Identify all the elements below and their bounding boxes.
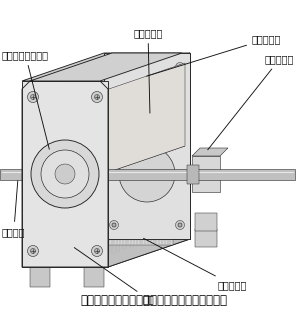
Text: ボールベアリング: ボールベアリング xyxy=(2,50,49,149)
Circle shape xyxy=(112,65,116,69)
Text: マグネット: マグネット xyxy=(147,34,282,76)
Polygon shape xyxy=(195,229,217,247)
Circle shape xyxy=(27,246,38,256)
Polygon shape xyxy=(28,165,40,183)
Polygon shape xyxy=(0,168,295,180)
Circle shape xyxy=(110,63,119,71)
Polygon shape xyxy=(192,156,220,192)
Circle shape xyxy=(95,94,99,100)
Polygon shape xyxy=(104,53,190,239)
Polygon shape xyxy=(108,53,190,267)
Circle shape xyxy=(178,65,182,69)
Text: ローター２: ローター２ xyxy=(208,54,294,150)
Text: モーター構造図：シャフトと平行方向の断面図: モーター構造図：シャフトと平行方向の断面図 xyxy=(80,294,228,308)
Polygon shape xyxy=(30,267,50,287)
Text: ローター１: ローター１ xyxy=(133,28,163,113)
Polygon shape xyxy=(187,165,199,183)
Polygon shape xyxy=(22,53,190,81)
Circle shape xyxy=(91,92,103,102)
Circle shape xyxy=(91,246,103,256)
Polygon shape xyxy=(36,146,185,174)
Polygon shape xyxy=(36,232,100,259)
Circle shape xyxy=(95,249,99,254)
Polygon shape xyxy=(84,267,104,287)
Polygon shape xyxy=(104,53,190,239)
Circle shape xyxy=(176,63,184,71)
Circle shape xyxy=(30,249,35,254)
Text: シャフト: シャフト xyxy=(2,181,26,237)
Polygon shape xyxy=(22,239,190,267)
Text: 巻線: 巻線 xyxy=(74,248,154,304)
Polygon shape xyxy=(22,81,108,267)
Circle shape xyxy=(41,150,89,198)
Polygon shape xyxy=(36,91,103,257)
Polygon shape xyxy=(195,213,217,231)
Circle shape xyxy=(112,223,116,227)
Circle shape xyxy=(30,94,35,100)
Polygon shape xyxy=(48,103,173,245)
Circle shape xyxy=(27,92,38,102)
Polygon shape xyxy=(192,148,228,156)
Circle shape xyxy=(178,223,182,227)
Circle shape xyxy=(119,146,175,202)
Polygon shape xyxy=(30,53,182,81)
Text: ステーター: ステーター xyxy=(144,238,247,290)
Polygon shape xyxy=(103,63,185,174)
Circle shape xyxy=(55,164,75,184)
Circle shape xyxy=(176,220,184,229)
Polygon shape xyxy=(36,63,185,91)
Circle shape xyxy=(31,140,99,208)
Circle shape xyxy=(110,220,119,229)
